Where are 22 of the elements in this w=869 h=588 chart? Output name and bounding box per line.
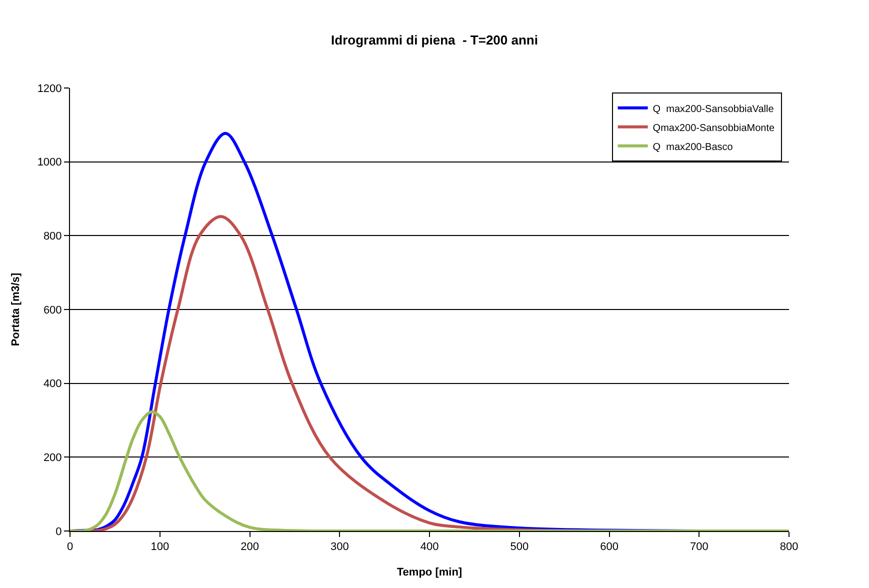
y-tick-label: 800: [43, 230, 62, 243]
y-tick-label: 1000: [37, 156, 62, 169]
x-tick-label: 700: [690, 541, 708, 554]
legend-label: Qmax200-SansobbiaMonte: [652, 122, 775, 134]
x-tick-label: 300: [330, 541, 349, 554]
x-tick-label: 500: [510, 541, 529, 554]
y-tick-label: 200: [43, 452, 62, 464]
y-tick-label: 400: [43, 378, 62, 390]
y-tick-label: 600: [43, 304, 62, 316]
x-tick-label: 600: [600, 541, 618, 554]
legend-label: Q max200-Basco: [652, 142, 734, 153]
x-tick-label: 800: [780, 541, 798, 554]
legend-label: Q max200-SansobbiaValle: [652, 104, 774, 115]
chart-title: Idrogrammi di piena - T=200 anni: [331, 32, 538, 48]
x-tick-label: 200: [240, 541, 259, 554]
x-tick-label: 0: [66, 541, 74, 554]
y-axis-title: Portata [m3/s]: [10, 272, 22, 346]
x-tick-label: 100: [150, 541, 170, 554]
x-axis-title: Tempo [min]: [396, 566, 462, 578]
y-tick-label: 1200: [37, 82, 62, 95]
y-tick-label: 0: [56, 526, 62, 538]
x-tick-label: 400: [420, 541, 439, 554]
